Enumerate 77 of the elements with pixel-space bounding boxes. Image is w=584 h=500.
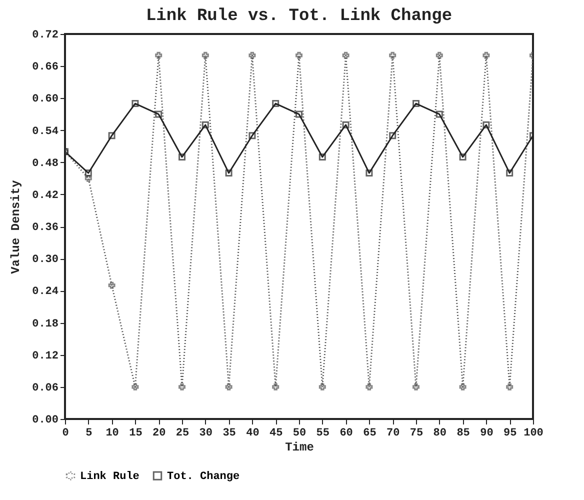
x-tick-label: 65: [363, 428, 377, 440]
point: [318, 383, 326, 390]
y-tick-label: 0.12: [32, 350, 58, 362]
point: [296, 52, 302, 59]
point: [482, 121, 490, 128]
x-tick-label: 40: [246, 428, 260, 440]
y-tick-label: 0.24: [32, 286, 59, 298]
point: [108, 132, 116, 140]
point: [366, 383, 373, 390]
y-axis-title: Value Density: [9, 180, 24, 274]
x-tick-label: 70: [386, 428, 400, 440]
point: [202, 52, 209, 59]
point: [436, 110, 443, 118]
point: [412, 383, 420, 390]
point: [155, 52, 162, 59]
x-tick-label: 15: [129, 428, 143, 440]
point: [272, 383, 280, 390]
point: [108, 282, 116, 289]
point: [225, 170, 232, 177]
point: [248, 132, 256, 140]
y-tick-label: 0.30: [32, 254, 58, 266]
point: [318, 153, 326, 160]
x-tick-label: 30: [199, 428, 212, 440]
point: [296, 110, 302, 118]
point: [412, 100, 420, 107]
x-tick-label: 25: [176, 428, 190, 440]
y-tick-label: 0.48: [32, 158, 59, 170]
point: [389, 132, 396, 140]
x-tick-label: 95: [504, 428, 518, 440]
point: [202, 121, 209, 128]
y-tick-label: 0.66: [32, 62, 58, 74]
y-tick-label: 0.42: [32, 190, 58, 202]
point: [366, 170, 373, 177]
y-tick-label: 0.36: [32, 222, 58, 234]
legend-label: Tot. Change: [167, 470, 240, 483]
x-tick-label: 80: [433, 428, 446, 440]
y-tick-label: 0.54: [32, 126, 59, 138]
y-tick-label: 0.60: [32, 94, 58, 106]
x-tick-label: 35: [222, 428, 236, 440]
point: [178, 383, 186, 390]
x-tick-label: 50: [292, 428, 306, 440]
point: [84, 170, 92, 177]
point: [342, 52, 350, 59]
point: [84, 174, 92, 182]
x-axis-title: Time: [285, 440, 314, 454]
point: [506, 170, 514, 177]
point: [132, 383, 139, 390]
point: [482, 52, 490, 59]
point: [459, 153, 466, 160]
point: [178, 153, 186, 160]
point: [132, 100, 139, 107]
point: [436, 52, 443, 59]
x-tick-label: 45: [270, 428, 284, 440]
point: [506, 383, 514, 390]
point: [155, 110, 162, 118]
legend-label: Link Rule: [80, 470, 140, 483]
y-tick-label: 0.00: [32, 414, 58, 426]
point: [225, 383, 232, 390]
x-tick-label: 90: [480, 428, 494, 440]
x-tick-label: 100: [524, 428, 544, 440]
x-tick-label: 5: [86, 428, 93, 440]
x-tick-label: 55: [316, 428, 330, 440]
x-tick-label: 85: [456, 428, 470, 440]
y-tick-label: 0.06: [32, 382, 58, 394]
y-tick-label: 0.72: [32, 30, 58, 42]
x-tick-label: 75: [410, 428, 424, 440]
point: [389, 52, 396, 59]
y-tick-label: 0.18: [32, 318, 59, 330]
point: [272, 100, 280, 107]
point: [342, 121, 350, 128]
x-tick-label: 10: [106, 428, 119, 440]
point: [459, 383, 466, 390]
x-tick-label: 0: [62, 428, 69, 440]
chart-title: Link Rule vs. Tot. Link Change: [146, 7, 452, 26]
x-tick-label: 20: [152, 428, 166, 440]
point: [248, 52, 256, 59]
x-tick-label: 60: [340, 428, 353, 440]
